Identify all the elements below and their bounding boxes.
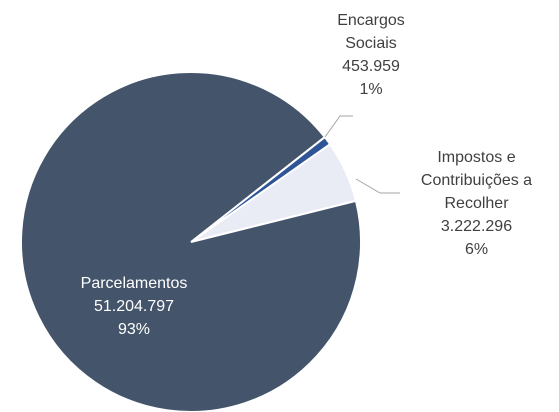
category-label: Impostos e Contribuições a Recolher: [420, 149, 533, 212]
category-label: Encargos Sociais: [337, 12, 405, 52]
value-label: 453.959: [342, 58, 400, 75]
percent-label: 6%: [464, 241, 489, 258]
slice-label: Impostos e Contribuições a Recolher 3.22…: [399, 146, 554, 261]
percent-label: 1%: [359, 81, 383, 98]
value-label: 51.204.797: [93, 298, 175, 315]
percent-label: 93%: [117, 321, 151, 338]
value-label: 3.222.296: [440, 218, 513, 235]
leader-line: [324, 115, 353, 138]
slice-label: Parcelamentos 51.204.797 93%: [44, 272, 224, 341]
pie-slice: [20, 71, 362, 412]
category-label: Parcelamentos: [80, 275, 188, 292]
leader-line: [355, 178, 400, 194]
slice-label: Encargos Sociais 453.959 1%: [321, 9, 421, 101]
